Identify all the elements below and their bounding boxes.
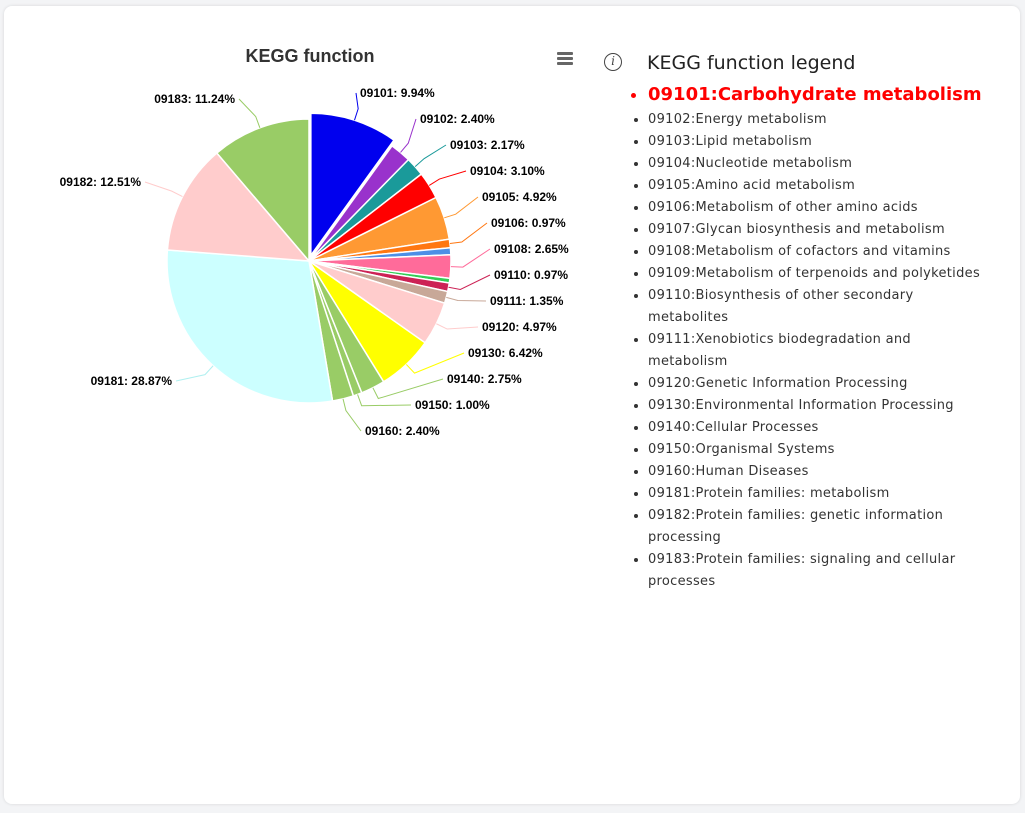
data-label-09103: 09103: 2.17%	[450, 138, 525, 152]
connector-line-09105	[444, 196, 479, 219]
legend-item[interactable]: 09182:Protein families: genetic informat…	[648, 505, 993, 549]
legend-item[interactable]: 09120:Genetic Information Processing	[648, 373, 993, 395]
pie-slice-09101[interactable]	[310, 112, 395, 258]
connector-line-09106	[449, 222, 488, 244]
legend-item[interactable]: 09181:Protein families: metabolism	[648, 483, 993, 505]
data-label-09105: 09105: 4.92%	[482, 190, 557, 204]
pie-slice-09183[interactable]	[215, 118, 310, 264]
data-label-09150: 09150: 1.00%	[415, 398, 490, 412]
data-label-09108: 09108: 2.65%	[494, 242, 569, 256]
legend-item[interactable]: 09106:Metabolism of other amino acids	[648, 197, 993, 219]
connector-line-09104	[428, 170, 467, 186]
legend-item[interactable]: 09140:Cellular Processes	[648, 417, 993, 439]
legend-item[interactable]: 09110:Biosynthesis of other secondary me…	[648, 285, 993, 329]
legend-item[interactable]: 09101:Carbohydrate metabolism	[648, 83, 993, 107]
connector-line-09108	[450, 248, 491, 268]
legend-item[interactable]: 09130:Environmental Information Processi…	[648, 395, 993, 417]
data-label-09110: 09110: 0.97%	[494, 268, 568, 282]
connector-line-09140	[372, 378, 444, 400]
legend-item[interactable]: 09103:Lipid metabolism	[648, 131, 993, 153]
connector-line-09160	[342, 398, 362, 432]
data-label-09111: 09111: 1.35%	[490, 294, 564, 308]
connector-line-09110	[448, 274, 491, 291]
connector-line-09150	[357, 394, 412, 407]
legend-item[interactable]: 09111:Xenobiotics biodegradation and met…	[648, 329, 993, 373]
legend-item[interactable]: 09160:Human Diseases	[648, 461, 993, 483]
legend-list: 09101:Carbohydrate metabolism 09102:Ener…	[630, 83, 993, 593]
connector-line-09130	[405, 352, 465, 374]
data-label-09181: 09181: 28.87%	[91, 374, 173, 388]
connector-line-09183	[238, 98, 261, 128]
pie-slice-09181[interactable]	[166, 249, 334, 404]
data-label-09106: 09106: 0.97%	[491, 216, 566, 230]
data-label-09182: 09182: 12.51%	[60, 175, 142, 189]
legend-item[interactable]: 09104:Nucleotide metabolism	[648, 153, 993, 175]
connector-line-09101	[354, 92, 359, 121]
data-label-09101: 09101: 9.94%	[360, 86, 435, 100]
legend-item[interactable]: 09107:Glycan biosynthesis and metabolism	[648, 219, 993, 241]
pie-slice-09182[interactable]	[166, 151, 311, 262]
data-label-09183: 09183: 11.24%	[154, 92, 235, 106]
legend-item[interactable]: 09108:Metabolism of cofactors and vitami…	[648, 241, 993, 263]
connector-line-09103	[414, 144, 447, 168]
data-label-09160: 09160: 2.40%	[365, 424, 440, 438]
hamburger-menu-icon[interactable]	[554, 50, 576, 70]
data-label-09104: 09104: 3.10%	[470, 164, 545, 178]
data-label-09120: 09120: 4.97%	[482, 320, 557, 334]
data-label-09130: 09130: 6.42%	[468, 346, 543, 360]
chart-card	[4, 6, 1020, 804]
legend-title: KEGG function legend	[647, 52, 856, 74]
legend-item[interactable]: 09105:Amino acid metabolism	[648, 175, 993, 197]
legend-item[interactable]: 09183:Protein families: signaling and ce…	[648, 549, 993, 593]
connector-line-09102	[400, 118, 417, 153]
legend-item[interactable]: 09150:Organismal Systems	[648, 439, 993, 461]
legend-item[interactable]: 09109:Metabolism of terpenoids and polyk…	[648, 263, 993, 285]
info-icon[interactable]: i	[604, 53, 622, 71]
connector-line-09182	[144, 181, 183, 198]
connector-line-09111	[446, 296, 487, 302]
connector-line-09181	[175, 365, 214, 382]
data-label-09102: 09102: 2.40%	[420, 112, 495, 126]
data-label-09140: 09140: 2.75%	[447, 372, 522, 386]
connector-line-09120	[436, 323, 479, 330]
legend-item[interactable]: 09102:Energy metabolism	[648, 109, 993, 131]
chart-title: KEGG function	[245, 46, 375, 66]
